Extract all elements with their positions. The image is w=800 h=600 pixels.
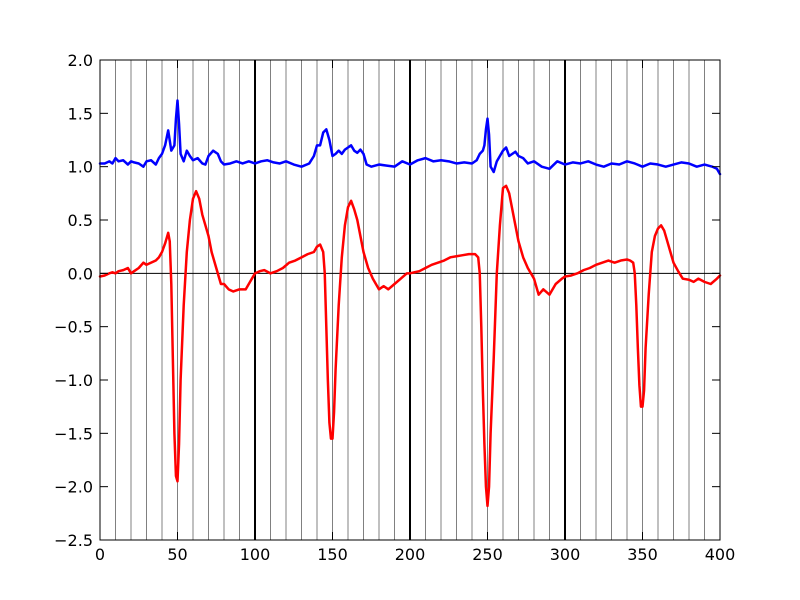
y-tick-label: −2.5 xyxy=(54,531,93,550)
x-tick-label: 350 xyxy=(627,545,658,564)
y-axis-ticks: −2.5 −2.0 −1.5 −1.0 −0.5 0.0 0.5 1.0 1.5 2.0 xyxy=(54,51,720,550)
y-tick-label: 0.5 xyxy=(68,211,93,230)
x-tick-label: 50 xyxy=(167,545,187,564)
y-tick-label: −0.5 xyxy=(54,318,93,337)
y-tick-label: 1.5 xyxy=(68,104,93,123)
y-tick-label: 1.0 xyxy=(68,158,93,177)
x-tick-label: 300 xyxy=(550,545,581,564)
x-tick-label: 400 xyxy=(705,545,736,564)
x-tick-label: 250 xyxy=(472,545,503,564)
x-axis-ticks: 0 50 100 150 200 250 300 350 400 xyxy=(95,60,735,564)
x-tick-label: 150 xyxy=(317,545,348,564)
y-tick-label: 0.0 xyxy=(68,264,93,283)
y-tick-label: −2.0 xyxy=(54,478,93,497)
y-tick-label: 2.0 xyxy=(68,51,93,70)
grid-lines xyxy=(115,60,705,540)
x-tick-label: 100 xyxy=(240,545,271,564)
x-tick-label: 0 xyxy=(95,545,105,564)
y-tick-label: −1.0 xyxy=(54,371,93,390)
red-series-line xyxy=(98,184,722,508)
series-lines xyxy=(98,99,722,508)
x-tick-label: 200 xyxy=(395,545,426,564)
blue-series-line xyxy=(98,99,722,176)
y-tick-label: −1.5 xyxy=(54,424,93,443)
